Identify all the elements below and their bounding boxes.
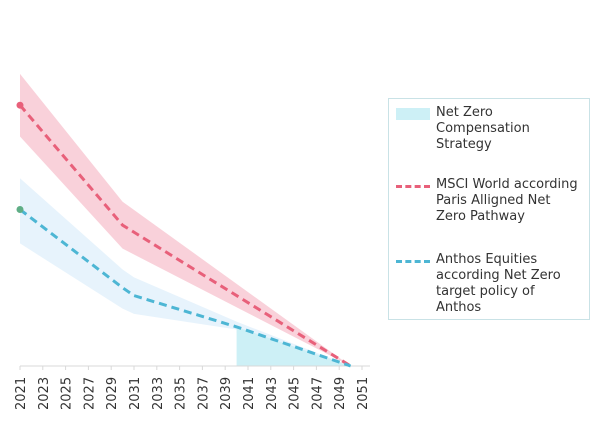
x-tick-label-2041: 2041 [242, 377, 257, 410]
legend-label-compensation: Net Zero Compensation Strategy [436, 105, 530, 152]
x-tick-label-2037: 2037 [196, 377, 211, 410]
x-tick-label-2049: 2049 [333, 377, 348, 410]
x-tick-label-2045: 2045 [288, 377, 303, 410]
legend-label-anthos: Anthos Equities according Net Zero targe… [436, 252, 561, 315]
line-anthos [19, 208, 352, 368]
x-tick-label-2033: 2033 [151, 377, 166, 410]
band-msci [20, 73, 351, 367]
legend-item-anthos: Anthos Equities according Net Zero targe… [396, 252, 586, 316]
x-tick-label-2047: 2047 [310, 377, 325, 410]
band-anthos [20, 178, 351, 366]
legend-item-msci: MSCI World according Paris Alligned Net … [396, 177, 586, 225]
marker-anthos-start [16, 206, 24, 214]
legend-swatch-anthos [396, 253, 430, 267]
line-msci [18, 104, 352, 368]
marker-msci-start [16, 101, 24, 109]
x-tick-label-2035: 2035 [174, 377, 189, 410]
x-tick-label-2023: 2023 [37, 377, 52, 410]
legend-item-compensation: Net Zero Compensation Strategy [396, 105, 586, 153]
x-tick-label-2043: 2043 [265, 377, 280, 410]
legend-label-msci: MSCI World according Paris Alligned Net … [436, 177, 578, 224]
x-tick-label-2039: 2039 [219, 377, 234, 410]
x-tick-label-2021: 2021 [14, 377, 29, 410]
x-tick-label-2029: 2029 [105, 377, 120, 410]
x-tick-label-2027: 2027 [82, 377, 97, 410]
legend: Net Zero Compensation Strategy MSCI Worl… [388, 98, 590, 320]
legend-swatch-compensation [396, 108, 430, 120]
x-tick-label-2051: 2051 [356, 377, 371, 410]
x-tick-label-2025: 2025 [60, 377, 75, 410]
legend-swatch-msci [396, 178, 430, 192]
x-tick-label-2031: 2031 [128, 377, 143, 410]
